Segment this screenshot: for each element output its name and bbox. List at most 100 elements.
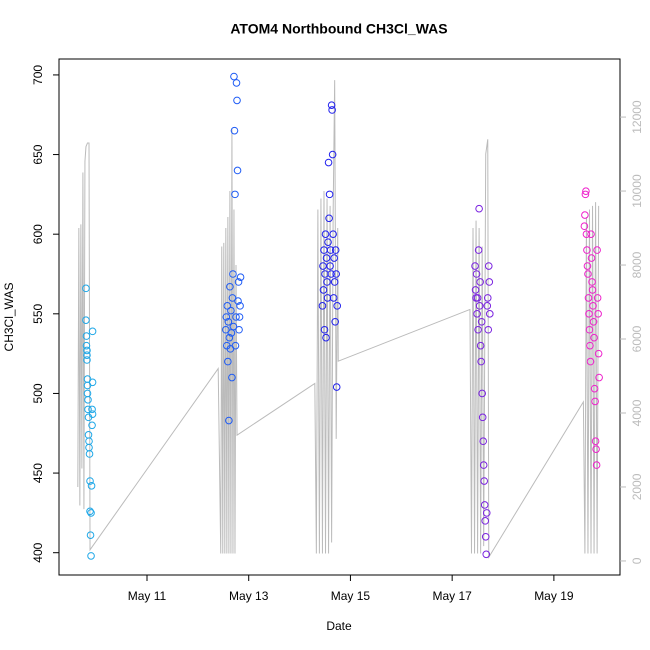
data-point [581, 211, 589, 219]
data-point [236, 302, 244, 310]
y-tick-label: 450 [31, 463, 45, 483]
data-point [585, 325, 594, 334]
data-point [224, 357, 232, 366]
data-point [472, 270, 481, 278]
data-point [587, 230, 595, 238]
data-point [231, 190, 239, 199]
data-point [591, 437, 600, 446]
data-point [222, 313, 231, 321]
data-point [324, 158, 333, 167]
data-point [319, 286, 328, 294]
data-point [230, 72, 238, 81]
data-point [471, 262, 479, 270]
y2-tick-label: 4000 [630, 399, 644, 426]
data-point [471, 286, 480, 294]
data-point [479, 437, 487, 446]
data-point [225, 333, 234, 342]
data-point [86, 507, 94, 516]
data-point [588, 286, 597, 294]
data-point [227, 306, 235, 315]
data-point [591, 397, 599, 406]
data-point [590, 333, 598, 342]
data-point [595, 373, 603, 382]
data-point [485, 310, 494, 318]
data-point [322, 254, 331, 262]
data-point [83, 346, 91, 355]
data-point [584, 270, 592, 278]
data-point [584, 294, 593, 302]
data-point [235, 325, 243, 334]
data-point [478, 389, 486, 398]
data-point [587, 254, 596, 262]
data-point [84, 396, 92, 404]
x-tick-label: May 13 [229, 589, 269, 603]
data-point [236, 273, 245, 281]
data-point [82, 332, 91, 340]
data-point [224, 317, 233, 326]
data-point [234, 297, 242, 305]
data-point [484, 325, 493, 334]
data-point [588, 278, 596, 286]
data-point [586, 341, 594, 350]
data-point [586, 357, 595, 366]
data-point [475, 302, 484, 310]
data-point [473, 294, 482, 302]
data-point [480, 501, 489, 509]
data-point [226, 282, 234, 291]
data-point [476, 278, 484, 286]
data-point [88, 327, 97, 336]
data-point [321, 230, 330, 238]
data-point [593, 294, 602, 302]
data-point [481, 532, 490, 541]
data-point [480, 477, 489, 485]
data-point [88, 378, 97, 387]
data-point [228, 294, 237, 302]
data-point [329, 230, 337, 238]
data-point [594, 349, 603, 358]
chart-title: ATOM4 Northbound CH3Cl_WAS [230, 21, 447, 37]
y-tick-label: 500 [31, 383, 45, 403]
y-tick-label: 550 [31, 303, 45, 323]
y2-tick-label: 12000 [630, 100, 644, 134]
data-point [87, 482, 96, 490]
data-point [583, 262, 592, 270]
data-point [329, 294, 338, 302]
data-point [233, 166, 242, 175]
data-point [473, 310, 481, 318]
data-point [83, 356, 91, 364]
data-point [589, 302, 597, 310]
data-point [331, 246, 340, 254]
data-point [88, 405, 96, 414]
data-point [84, 405, 92, 414]
data-point [85, 450, 94, 458]
data-point [331, 317, 339, 326]
data-point [87, 552, 95, 560]
x-tick-label: May 11 [128, 589, 167, 603]
data-point [330, 254, 338, 262]
data-point [87, 509, 95, 517]
y-tick-label: 650 [31, 144, 45, 164]
data-point [323, 278, 331, 286]
data-point [475, 204, 483, 213]
data-point [222, 325, 230, 334]
data-point [229, 322, 238, 331]
data-point [485, 278, 494, 286]
data-point [328, 150, 337, 159]
data-point [328, 106, 336, 114]
data-point [482, 550, 491, 559]
data-point [82, 341, 91, 350]
data-point [590, 384, 599, 393]
data-point [582, 187, 590, 195]
x-tick-label: May 17 [432, 589, 472, 603]
data-point [477, 317, 486, 326]
data-point [322, 333, 330, 342]
data-point [326, 262, 334, 270]
data-point [333, 302, 342, 310]
data-point [320, 325, 329, 334]
y-axis-label: CH3Cl_WAS [2, 283, 16, 352]
data-point [232, 79, 241, 87]
y-tick-label: 600 [31, 224, 45, 244]
data-point [326, 246, 335, 254]
data-point [476, 341, 485, 350]
